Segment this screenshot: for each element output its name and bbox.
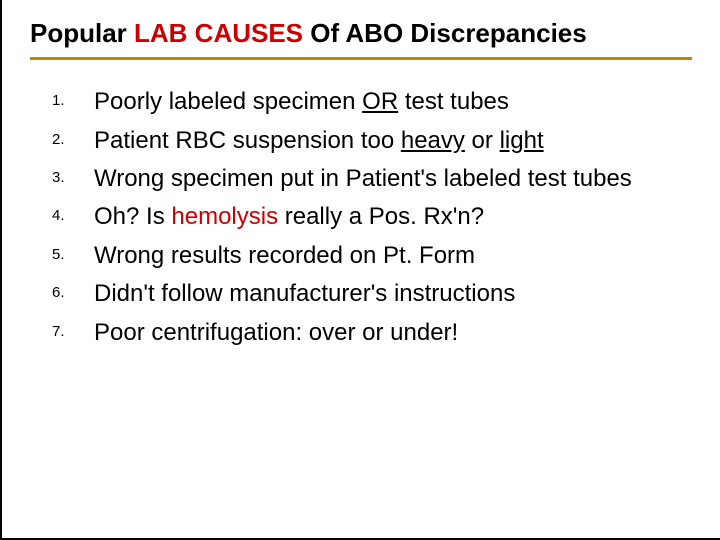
list-number: 1.	[52, 86, 94, 109]
list-item: 7.Poor centrifugation: over or under!	[52, 317, 672, 349]
list-text: Patient RBC suspension too heavy or ligh…	[94, 125, 672, 157]
text-segment: Poor centrifugation: over or under!	[94, 319, 458, 346]
text-segment: Didn't follow manufacturer's instruction…	[94, 280, 515, 307]
list-item: 3.Wrong specimen put in Patient's labele…	[52, 163, 672, 195]
list-text: Wrong specimen put in Patient's labeled …	[94, 163, 672, 195]
title-part-3: Of ABO Discrepancies	[303, 18, 587, 48]
list-text: Poor centrifugation: over or under!	[94, 317, 672, 349]
text-segment: Poorly labeled specimen	[94, 88, 362, 115]
text-segment: light	[500, 127, 544, 154]
list-number: 5.	[52, 240, 94, 263]
list-item: 4.Oh? Is hemolysis really a Pos. Rx'n?	[52, 201, 672, 233]
list-number: 2.	[52, 125, 94, 148]
title-container: Popular LAB CAUSES Of ABO Discrepancies	[30, 18, 692, 60]
content-list: 1.Poorly labeled specimen OR test tubes2…	[30, 86, 692, 349]
list-text: Poorly labeled specimen OR test tubes	[94, 86, 672, 118]
list-number: 6.	[52, 278, 94, 301]
text-segment: OR	[362, 88, 398, 115]
list-item: 1.Poorly labeled specimen OR test tubes	[52, 86, 672, 118]
text-segment: Wrong results recorded on Pt. Form	[94, 242, 475, 269]
list-text: Wrong results recorded on Pt. Form	[94, 240, 672, 272]
list-text: Oh? Is hemolysis really a Pos. Rx'n?	[94, 201, 672, 233]
list-number: 7.	[52, 317, 94, 340]
text-segment: Patient RBC suspension too	[94, 127, 401, 154]
text-segment: hemolysis	[171, 203, 278, 230]
text-segment: or	[465, 127, 500, 154]
slide-container: Popular LAB CAUSES Of ABO Discrepancies …	[0, 0, 720, 540]
text-segment: test tubes	[398, 88, 509, 115]
text-segment: Wrong specimen put in Patient's labeled …	[94, 165, 632, 192]
text-segment: Oh? Is	[94, 203, 171, 230]
list-item: 5.Wrong results recorded on Pt. Form	[52, 240, 672, 272]
list-number: 3.	[52, 163, 94, 186]
list-item: 6.Didn't follow manufacturer's instructi…	[52, 278, 672, 310]
title-part-1: Popular	[30, 18, 134, 48]
list-number: 4.	[52, 201, 94, 224]
list-text: Didn't follow manufacturer's instruction…	[94, 278, 672, 310]
text-segment: really a Pos. Rx'n?	[278, 203, 484, 230]
list-item: 2.Patient RBC suspension too heavy or li…	[52, 125, 672, 157]
slide-title: Popular LAB CAUSES Of ABO Discrepancies	[30, 18, 692, 49]
text-segment: heavy	[401, 127, 465, 154]
title-part-red: LAB CAUSES	[134, 18, 303, 48]
